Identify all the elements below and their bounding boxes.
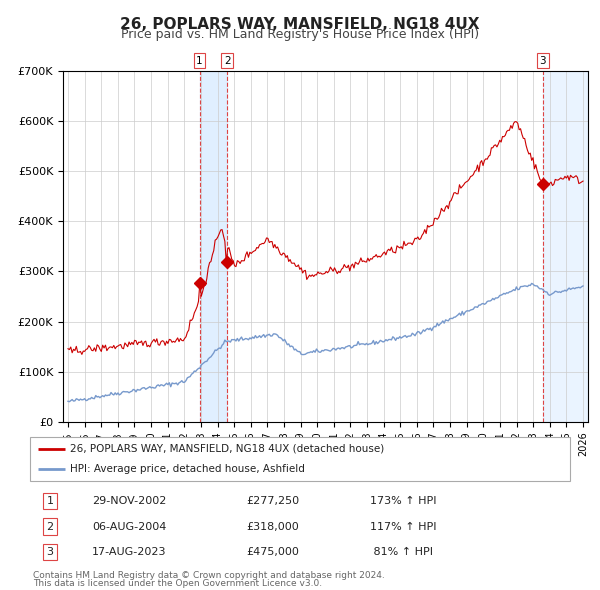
Text: 26, POPLARS WAY, MANSFIELD, NG18 4UX: 26, POPLARS WAY, MANSFIELD, NG18 4UX [120,17,480,31]
Text: £475,000: £475,000 [246,547,299,557]
Text: £318,000: £318,000 [246,522,299,532]
FancyBboxPatch shape [30,437,570,481]
Text: 2: 2 [224,55,230,65]
Text: 06-AUG-2004: 06-AUG-2004 [92,522,166,532]
Text: 3: 3 [539,55,546,65]
Text: 17-AUG-2023: 17-AUG-2023 [92,547,167,557]
Bar [200,71,227,422]
Text: 81% ↑ HPI: 81% ↑ HPI [370,547,433,557]
Text: HPI: Average price, detached house, Ashfield: HPI: Average price, detached house, Ashf… [71,464,305,474]
Text: Price paid vs. HM Land Registry's House Price Index (HPI): Price paid vs. HM Land Registry's House … [121,28,479,41]
Text: Contains HM Land Registry data © Crown copyright and database right 2024.: Contains HM Land Registry data © Crown c… [33,571,385,580]
Text: 2: 2 [46,522,53,532]
Text: 3: 3 [46,547,53,557]
Text: This data is licensed under the Open Government Licence v3.0.: This data is licensed under the Open Gov… [33,579,322,588]
Text: 26, POPLARS WAY, MANSFIELD, NG18 4UX (detached house): 26, POPLARS WAY, MANSFIELD, NG18 4UX (de… [71,444,385,454]
Text: 173% ↑ HPI: 173% ↑ HPI [370,496,437,506]
Text: £277,250: £277,250 [246,496,299,506]
Text: 29-NOV-2002: 29-NOV-2002 [92,496,166,506]
Bar [543,71,592,422]
Text: 1: 1 [196,55,203,65]
Text: 1: 1 [46,496,53,506]
Text: 117% ↑ HPI: 117% ↑ HPI [370,522,437,532]
